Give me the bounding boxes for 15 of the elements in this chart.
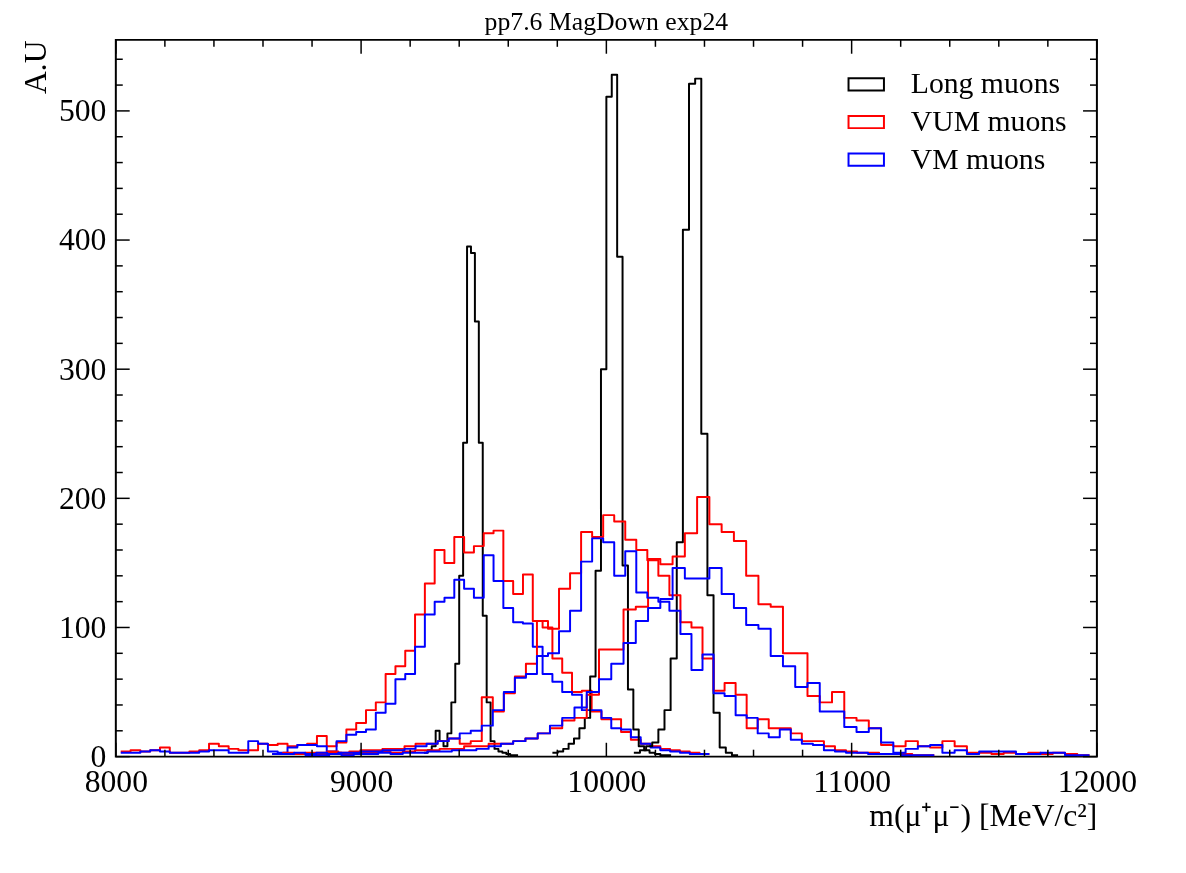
x-tick-label: 11000 [813,763,892,799]
y-tick-label: 100 [58,609,107,645]
y-axis-title: A.U [18,40,54,95]
chart-title: pp7.6 MagDown exp24 [484,7,729,37]
x-tick-label: 9000 [329,763,394,799]
legend-label: Long muons [910,67,1061,100]
legend-label: VM muons [910,142,1046,175]
x-axis-title: m(μ⁺μ⁻) [MeV/c²] [869,798,1098,834]
x-tick-label: 12000 [1057,763,1137,799]
y-tick-label: 200 [58,480,107,516]
y-tick-label: 500 [58,93,107,129]
y-tick-label: 300 [58,351,107,387]
y-tick-label: 400 [58,222,107,258]
legend-label: VUM muons [910,104,1067,137]
x-tick-label: 10000 [567,763,647,799]
